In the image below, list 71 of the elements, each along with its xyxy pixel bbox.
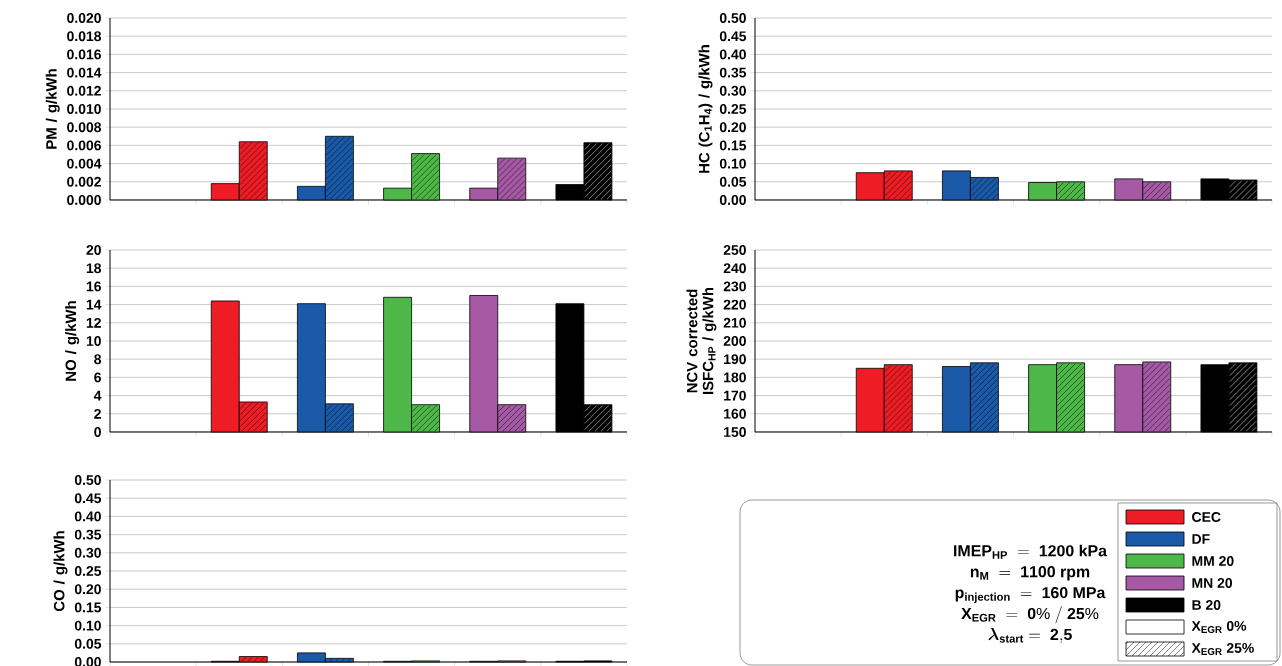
y-tick-label: 0.40 — [74, 511, 101, 522]
y-tick-label: 0.000 — [67, 195, 101, 205]
category-label: B 20 — [1192, 600, 1221, 610]
y-tick-label: 0.020 — [67, 13, 101, 23]
y-tick-label: 14 — [86, 299, 102, 310]
y-tick-label: 0.016 — [67, 49, 101, 60]
y-tick-label: 0.008 — [67, 122, 102, 133]
y-tick-label: 0.20 — [74, 584, 101, 595]
y-tick-label: 0.35 — [74, 529, 102, 540]
category-label: MN 20 — [1192, 578, 1233, 588]
category-label: MM 20 — [1192, 556, 1234, 566]
y-tick-label: 0.20 — [719, 122, 746, 133]
y-tick-label: 0.40 — [719, 49, 746, 60]
text: X$_{EGR}$ 25% — [1191, 643, 1254, 655]
y-tick-label: 0.45 — [74, 493, 102, 504]
y-tick-label: 180 — [724, 372, 746, 383]
category-label: DF — [1192, 534, 1210, 544]
y-tick-label: 20 — [86, 245, 101, 255]
y-axis-title: NO / g/kWh — [65, 301, 80, 381]
text: $\mathbf{p_{injection}\ =\ 160\ MPa}$ — [955, 586, 1106, 603]
y-tick-label: 10 — [86, 336, 101, 346]
y-tick-label: 0.014 — [67, 67, 102, 78]
text: $\mathbf{X_{EGR}\ =\ 0\%\ /\ 25\%}$ — [961, 606, 1099, 624]
y-tick-label: 0.15 — [719, 140, 747, 151]
y-tick-label: 0.010 — [67, 104, 101, 114]
y-tick-label: 0.35 — [719, 67, 747, 78]
y-tick-label: 0.004 — [67, 158, 102, 169]
y-tick-label: 230 — [723, 281, 746, 292]
y-tick-label: 0.50 — [74, 475, 101, 485]
y-tick-label: 0.10 — [74, 620, 101, 631]
y-tick-label: 0.30 — [719, 85, 746, 96]
y-tick-label: 2 — [94, 408, 101, 419]
y-tick-label: 0.45 — [719, 31, 747, 42]
y-axis-title: PM / g/kWh — [45, 69, 60, 149]
y-tick-label: 0.50 — [719, 13, 746, 23]
y-tick-label: 8 — [94, 354, 102, 365]
y-tick-label: 190 — [724, 354, 746, 365]
y-tick-label: 210 — [723, 317, 746, 328]
y-axis-title: CO / g/kWh — [53, 531, 68, 612]
y-tick-label: 6 — [94, 372, 101, 383]
y-tick-label: 150 — [724, 427, 746, 437]
y-tick-label: 0.006 — [67, 140, 101, 151]
y-tick-label: 0.002 — [67, 176, 101, 187]
y-tick-label: 0.012 — [67, 85, 101, 96]
y-tick-label: 200 — [723, 336, 746, 346]
y-tick-label: 0.05 — [74, 638, 102, 649]
y-tick-label: 0.25 — [719, 104, 747, 114]
text: $\mathbf{n_{M}\ =\ 1100\ rpm}$ — [970, 566, 1090, 581]
category-label: CEC — [1192, 512, 1221, 522]
y-axis-title: HC (C$_{1}$H$_{4}$) / g/kWh — [698, 45, 713, 173]
y-tick-label: 18 — [86, 263, 102, 274]
y-tick-label: 240 — [723, 263, 746, 274]
y-tick-label: 12 — [86, 317, 101, 328]
y-tick-label: 170 — [724, 390, 746, 401]
y-tick-label: 0.018 — [67, 31, 102, 42]
y-tick-label: 0.00 — [719, 195, 746, 205]
y-tick-label: 0.00 — [74, 657, 101, 666]
y-tick-label: 0.30 — [74, 547, 101, 558]
text: $\mathbf{IMEP_{HP}\ =\ 1200\ kPa}$ — [954, 544, 1108, 559]
y-tick-label: 16 — [86, 281, 101, 292]
y-tick-label: 250 — [723, 245, 746, 255]
y-tick-label: 0.15 — [74, 602, 102, 613]
y-tick-label: 0 — [94, 427, 101, 437]
y-tick-label: 0.05 — [719, 176, 747, 187]
y-tick-label: 160 — [724, 408, 746, 419]
y-tick-label: 0.25 — [74, 566, 102, 576]
text: X$_{EGR}$ 0% — [1191, 620, 1247, 633]
y-tick-label: 4 — [93, 390, 102, 401]
y-tick-label: 220 — [723, 299, 746, 310]
y-tick-label: 0.10 — [719, 158, 746, 169]
text: $\boldsymbol{\lambda}_{\mathbf{start}}\mathbf{\ =\ 2{,}5}$ — [988, 627, 1072, 644]
